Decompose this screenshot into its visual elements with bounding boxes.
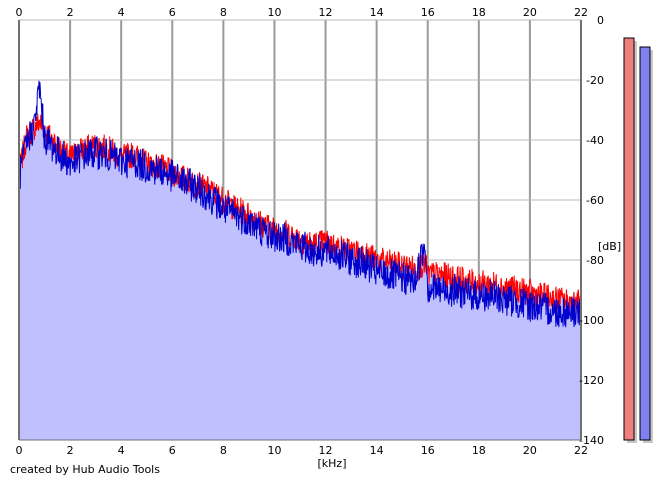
y-tick-label: -40 — [586, 134, 604, 147]
spectrum-series — [18, 80, 582, 328]
y-tick-label: -20 — [586, 74, 604, 87]
x-axis-label: [kHz] — [318, 457, 347, 470]
y-tick-label: 0 — [597, 14, 604, 27]
y-axis-tick-labels: 0 -20 -40 -60 -80 -100 -120 -140 — [579, 14, 604, 447]
plot-frame — [18, 20, 582, 441]
y-tick-label: -100 — [579, 314, 604, 327]
x-tick-label-top: 20 — [523, 6, 537, 19]
y-tick-label: -80 — [586, 254, 604, 267]
x-tick-label-bottom: 10 — [267, 444, 281, 457]
x-tick-label-bottom: 16 — [421, 444, 435, 457]
y-tick-label: -120 — [579, 374, 604, 387]
x-tick-label-top: 8 — [220, 6, 227, 19]
level-meter-right — [639, 46, 651, 441]
spectrum-fill-area — [19, 113, 581, 440]
x-tick-label-bottom: 12 — [319, 444, 333, 457]
series-line-blue — [18, 80, 582, 328]
level-meter-left — [623, 37, 635, 441]
credit-text: created by Hub Audio Tools — [10, 463, 160, 476]
x-tick-label-top: 4 — [118, 6, 125, 19]
x-tick-label-top: 22 — [574, 6, 588, 19]
x-tick-label-bottom: 2 — [67, 444, 74, 457]
x-tick-label-top: 12 — [319, 6, 333, 19]
x-tick-label-bottom: 18 — [472, 444, 486, 457]
x-tick-label-bottom: 14 — [370, 444, 384, 457]
x-tick-label-top: 18 — [472, 6, 486, 19]
x-tick-label-top: 6 — [169, 6, 176, 19]
x-tick-label-bottom: 4 — [118, 444, 125, 457]
x-tick-label-top: 0 — [16, 6, 23, 19]
x-tick-label-bottom: 6 — [169, 444, 176, 457]
x-tick-label-bottom: 8 — [220, 444, 227, 457]
x-tick-label-bottom: 20 — [523, 444, 537, 457]
x-tick-label-top: 10 — [267, 6, 281, 19]
x-tick-label-top: 16 — [421, 6, 435, 19]
level-meters — [623, 37, 653, 443]
x-tick-label-bottom: 0 — [16, 444, 23, 457]
x-tick-label-top: 2 — [67, 6, 74, 19]
spectrum-fill — [19, 113, 581, 440]
x-tick-label-bottom: 22 — [574, 444, 588, 457]
y-tick-label: -140 — [579, 434, 604, 447]
y-tick-label: -60 — [586, 194, 604, 207]
x-tick-label-top: 14 — [370, 6, 384, 19]
y-axis-label: [dB] — [598, 240, 621, 253]
